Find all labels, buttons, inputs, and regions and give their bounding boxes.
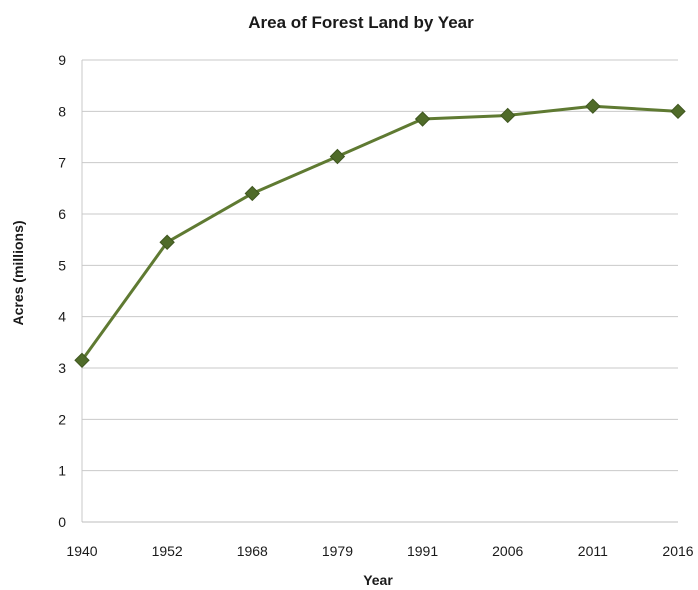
data-point-2016 [670, 103, 686, 120]
x-tick-label-2011: 2011 [578, 543, 608, 559]
x-axis-tick-labels: 1940 1952 1968 1979 1991 2006 2011 2016 [66, 543, 693, 559]
data-point-2006 [500, 107, 516, 124]
data-point-1991 [414, 111, 431, 127]
y-axis-title: Acres (millions) [10, 220, 26, 325]
x-tick-label-1952: 1952 [152, 543, 183, 559]
data-point-1968 [244, 185, 260, 202]
y-tick-label-3: 3 [58, 360, 66, 376]
chart-title: Area of Forest Land by Year [248, 13, 474, 32]
data-point-1952 [159, 234, 175, 250]
y-tick-label-0: 0 [58, 514, 66, 530]
series-forest-area [74, 98, 686, 369]
x-tick-label-1968: 1968 [237, 543, 268, 559]
x-tick-label-1979: 1979 [322, 543, 353, 559]
y-tick-label-4: 4 [58, 309, 66, 325]
data-point-1979 [329, 148, 346, 165]
y-tick-label-8: 8 [58, 103, 66, 119]
y-tick-label-7: 7 [58, 155, 66, 171]
x-axis-title: Year [363, 572, 393, 588]
y-tick-label-9: 9 [58, 52, 66, 68]
series-line [80, 104, 679, 362]
data-point-2011 [585, 98, 601, 114]
y-axis-tick-labels: 0 1 2 3 4 5 6 7 8 9 [58, 52, 66, 530]
y-tick-label-2: 2 [58, 411, 66, 427]
x-tick-label-1940: 1940 [66, 543, 97, 559]
x-tick-label-1991: 1991 [407, 543, 438, 559]
x-tick-label-2016: 2016 [662, 543, 693, 559]
x-tick-label-2006: 2006 [492, 543, 523, 559]
y-tick-label-5: 5 [58, 257, 66, 273]
y-tick-label-1: 1 [58, 463, 66, 479]
y-tick-label-6: 6 [58, 206, 66, 222]
gridlines [81, 59, 678, 522]
data-point-1940 [74, 352, 90, 369]
